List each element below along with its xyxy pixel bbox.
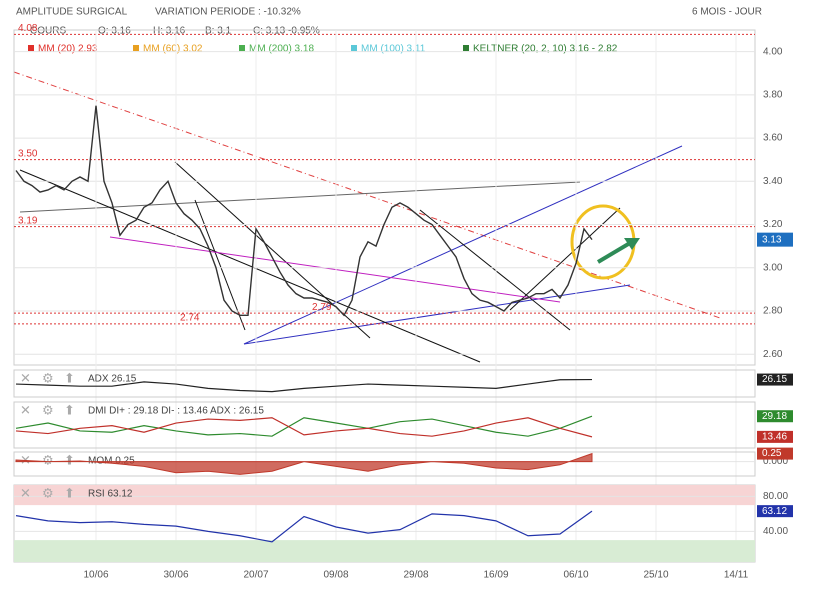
legend-entry: MM (200) 3.18 [249,44,314,55]
last-price-box [757,232,793,247]
panel-icon: ✕ [20,370,31,385]
y-tick-label: 40.00 [763,526,788,537]
legend-entry: KELTNER (20, 2, 10) 3.16 - 2.82 [473,44,618,55]
x-tick-label: 30/06 [163,570,188,581]
price-line [15,105,593,317]
level-label: 2.79 [312,302,332,313]
indicator-line [15,378,593,393]
x-tick-label: 16/09 [483,570,508,581]
y-tick-label: 2.60 [763,349,783,360]
value-label: 13.46 [762,432,787,443]
panel-icon: ⚙ [42,370,54,385]
panel-icon: ⬆ [64,485,75,500]
value-label: 29.18 [762,411,787,422]
panel-icon: ⚙ [42,402,54,417]
legend-swatch [133,45,139,51]
value-box [757,505,793,518]
legend-swatch [351,45,357,51]
momentum-area [15,452,593,475]
y-tick-label: 3.80 [763,89,783,100]
trendline [194,199,246,331]
panel [13,401,756,449]
panel [13,29,756,366]
indicator-line [15,510,593,543]
trendline [19,169,481,363]
indicator-line [15,417,593,438]
x-tick-label: 14/11 [724,570,749,581]
arrow [596,241,632,264]
panel-label: DMI DI+ : 29.18 DI- : 13.46 ADX : 26.15 [88,406,264,417]
level-label: 2.74 [180,313,200,324]
y-tick-label: 0.000 [763,456,788,467]
y-tick-label: 3.60 [763,133,783,144]
panel [13,369,756,398]
quote: C: 3.13 -0.95% [253,26,320,37]
variation: VARIATION PERIODE : -10.32% [155,7,301,18]
value-label: 26.15 [762,374,787,385]
quote: B: 3.1 [205,26,232,37]
value-box [757,447,793,460]
panel [13,451,756,477]
value-label: 0.25 [762,448,782,459]
x-tick-label: 25/10 [643,570,668,581]
panel-label: RSI 63.12 [88,489,133,500]
oversold-zone [14,540,755,562]
quote: COURS [30,26,66,37]
panel-icon: ⬆ [64,452,75,467]
x-tick-label: 10/06 [83,570,108,581]
trendline [243,284,631,345]
y-tick-label: 3.00 [763,262,783,273]
indicator-line [15,415,593,437]
panel-label: ADX 26.15 [88,374,137,385]
y-tick-label: 2.80 [763,306,783,317]
x-tick-label: 20/07 [243,570,268,581]
value-box [757,430,793,443]
trendline [109,236,561,303]
panel-icon: ⚙ [42,485,54,500]
legend-entry: MM (100) 3.11 [361,44,426,55]
title: AMPLITUDE SURGICAL [16,7,128,18]
value-box [757,373,793,386]
trendline [13,71,721,319]
legend-swatch [463,45,469,51]
panel-icon: ⬆ [64,402,75,417]
panel-icon: ✕ [20,452,31,467]
period: 6 MOIS - JOUR [692,7,762,18]
trendline [419,209,571,331]
level-label: 4.08 [18,23,38,34]
panel-icon: ⚙ [42,452,54,467]
x-tick-label: 09/08 [323,570,348,581]
panel-icon: ✕ [20,402,31,417]
last-price: 3.13 [762,234,782,245]
level-label: 3.19 [18,215,38,226]
legend-entry: MM (20) 2.93 [38,44,98,55]
y-tick-label: 3.20 [763,219,783,230]
value-label: 63.12 [762,506,787,517]
legend-swatch [28,45,34,51]
y-tick-label: 4.00 [763,46,783,57]
overbought-zone [14,485,755,506]
value-box [757,410,793,423]
panel-icon: ✕ [20,485,31,500]
x-tick-label: 06/10 [563,570,588,581]
y-tick-label: 80.00 [763,491,788,502]
legend-entry: MM (60) 3.02 [143,44,203,55]
legend-swatch [239,45,245,51]
arrow-head [624,238,640,250]
level-label: 3.50 [18,148,38,159]
panel-icon: ⬆ [64,370,75,385]
x-tick-label: 29/08 [403,570,428,581]
y-tick-label: 3.40 [763,176,783,187]
quote: O: 3.16 [98,26,131,37]
quote: H: 3.16 [153,26,186,37]
